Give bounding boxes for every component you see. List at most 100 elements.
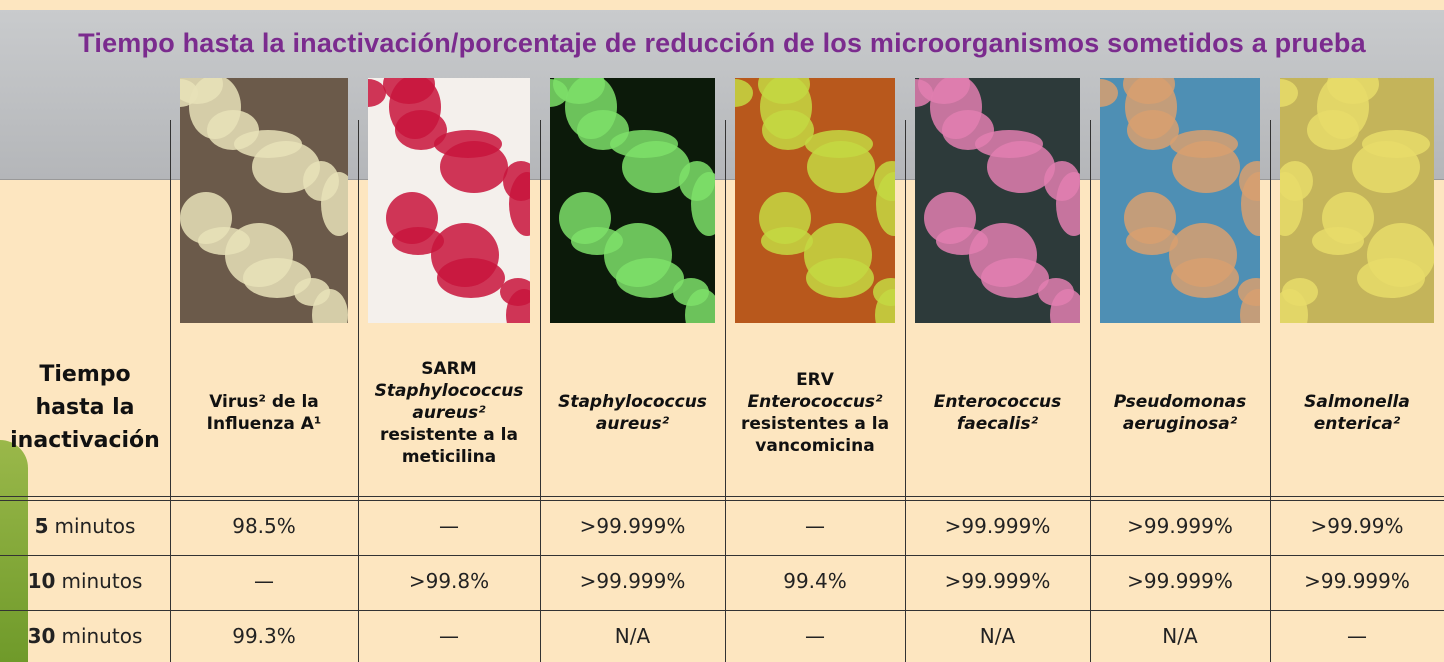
microbe-shape: [1169, 223, 1237, 287]
table-cell: >99.999%: [944, 514, 1051, 538]
microbe-shape: [553, 78, 605, 104]
column-header: Enterococcus: [933, 392, 1062, 412]
column-header: SARM: [421, 359, 477, 379]
microbe-shape: [1038, 278, 1074, 306]
microbe-shape: [1362, 130, 1430, 158]
table-cell: >99.999%: [944, 569, 1051, 593]
microbe-shape: [1282, 278, 1318, 306]
title: Tiempo hasta la inactivación/porcentaje …: [78, 28, 1366, 58]
column-header: aeruginosa²: [1122, 414, 1238, 434]
row-rule: [0, 555, 1444, 556]
row-unit: minutos: [61, 624, 143, 648]
microbe-image: [1100, 78, 1260, 323]
microbe-shape: [1044, 161, 1080, 201]
microbe-shape: [918, 78, 970, 104]
microbe-shape: [1327, 78, 1379, 104]
table-cell: >99.999%: [1304, 569, 1410, 593]
row-unit: minutos: [61, 569, 143, 593]
column-header: resistentes a la: [740, 414, 890, 434]
table-cell: 99.3%: [232, 624, 296, 648]
column-header: enterica²: [1313, 414, 1401, 434]
microbe-shape: [610, 130, 678, 158]
table-cell: >99.999%: [579, 514, 686, 538]
column-header: Pseudomonas: [1113, 392, 1247, 412]
microbe-shape: [759, 192, 811, 244]
table-cell: —: [439, 624, 459, 648]
header-rule: [0, 500, 1444, 501]
table-cell: >99.99%: [1310, 514, 1404, 538]
header-rule: [0, 496, 1444, 497]
column-header: aureus²: [595, 414, 670, 434]
corner-label: hasta la: [35, 395, 135, 420]
microbe-shape: [924, 192, 976, 244]
microbe-shape: [735, 79, 753, 107]
microbe-shape: [180, 78, 223, 104]
microbe-shape: [503, 161, 530, 201]
table-cell: N/A: [979, 624, 1016, 648]
column-header: Influenza A¹: [206, 414, 322, 434]
microbe-shape: [804, 223, 872, 287]
microbe-image: [180, 78, 348, 323]
microbe-image: [915, 78, 1080, 323]
microbe-shape: [303, 161, 339, 201]
table-cell: —: [439, 514, 459, 538]
table-cell: >99.999%: [1127, 514, 1233, 538]
microbe-shape: [225, 223, 293, 287]
microbe-shape: [386, 192, 438, 244]
microbe-image: [735, 78, 895, 323]
microbe-shape: [1123, 78, 1175, 104]
microbe-shape: [1238, 278, 1260, 306]
microbe-shape: [1100, 79, 1118, 107]
table-cell: N/A: [1162, 624, 1198, 648]
microbe-shape: [604, 223, 672, 287]
microbe-shape: [1170, 130, 1238, 158]
table-cell: >99.8%: [408, 569, 490, 593]
microbe-shape: [1367, 223, 1434, 287]
microbe-shape: [234, 130, 302, 158]
green-accent: [0, 440, 28, 662]
microbe-shape: [679, 161, 715, 201]
column-header: faecalis²: [956, 414, 1039, 434]
column-header: Salmonella: [1304, 392, 1410, 412]
row-label: 10 minutos: [0, 555, 170, 610]
table-cell: >99.999%: [579, 569, 686, 593]
table-cell: —: [254, 569, 274, 593]
column-header: Staphylococcus: [558, 392, 707, 412]
microbe-shape: [434, 130, 502, 158]
microbe-shape: [1124, 192, 1176, 244]
column-header: Virus² de la: [209, 392, 319, 412]
microbe-shape: [975, 130, 1043, 158]
microbe-image: [550, 78, 715, 323]
column-header: meticilina: [401, 447, 497, 467]
table-cell: >99.999%: [1127, 569, 1233, 593]
column-header: Enterococcus²: [747, 392, 883, 412]
table-cell: —: [805, 624, 825, 648]
corner-label: Tiempo: [39, 362, 131, 387]
table-cell: N/A: [614, 624, 651, 648]
table-cell: —: [1347, 624, 1367, 648]
microbe-shape: [180, 192, 232, 244]
microbe-shape: [1280, 79, 1298, 107]
microbe-shape: [758, 78, 810, 104]
microbe-shape: [431, 223, 499, 287]
column-divider: [725, 120, 726, 662]
microbe-shape: [805, 130, 873, 158]
column-divider: [540, 120, 541, 662]
microbe-image: [1280, 78, 1434, 323]
column-divider: [170, 120, 171, 662]
column-divider: [1090, 120, 1091, 662]
column-header: ERV: [796, 370, 834, 390]
column-header: resistente a la: [379, 425, 518, 445]
table-cell: 99.4%: [783, 569, 847, 593]
microbe-shape: [500, 278, 530, 306]
table-cell: 98.5%: [232, 514, 296, 538]
row-unit: minutos: [54, 514, 136, 538]
microbe-shape: [873, 278, 895, 306]
column-header: vancomicina: [755, 436, 875, 456]
column-divider: [1270, 120, 1271, 662]
column-divider: [905, 120, 906, 662]
microbe-shape: [383, 78, 435, 104]
column-header: Staphylococcus: [374, 381, 524, 401]
table-cell: —: [805, 514, 825, 538]
